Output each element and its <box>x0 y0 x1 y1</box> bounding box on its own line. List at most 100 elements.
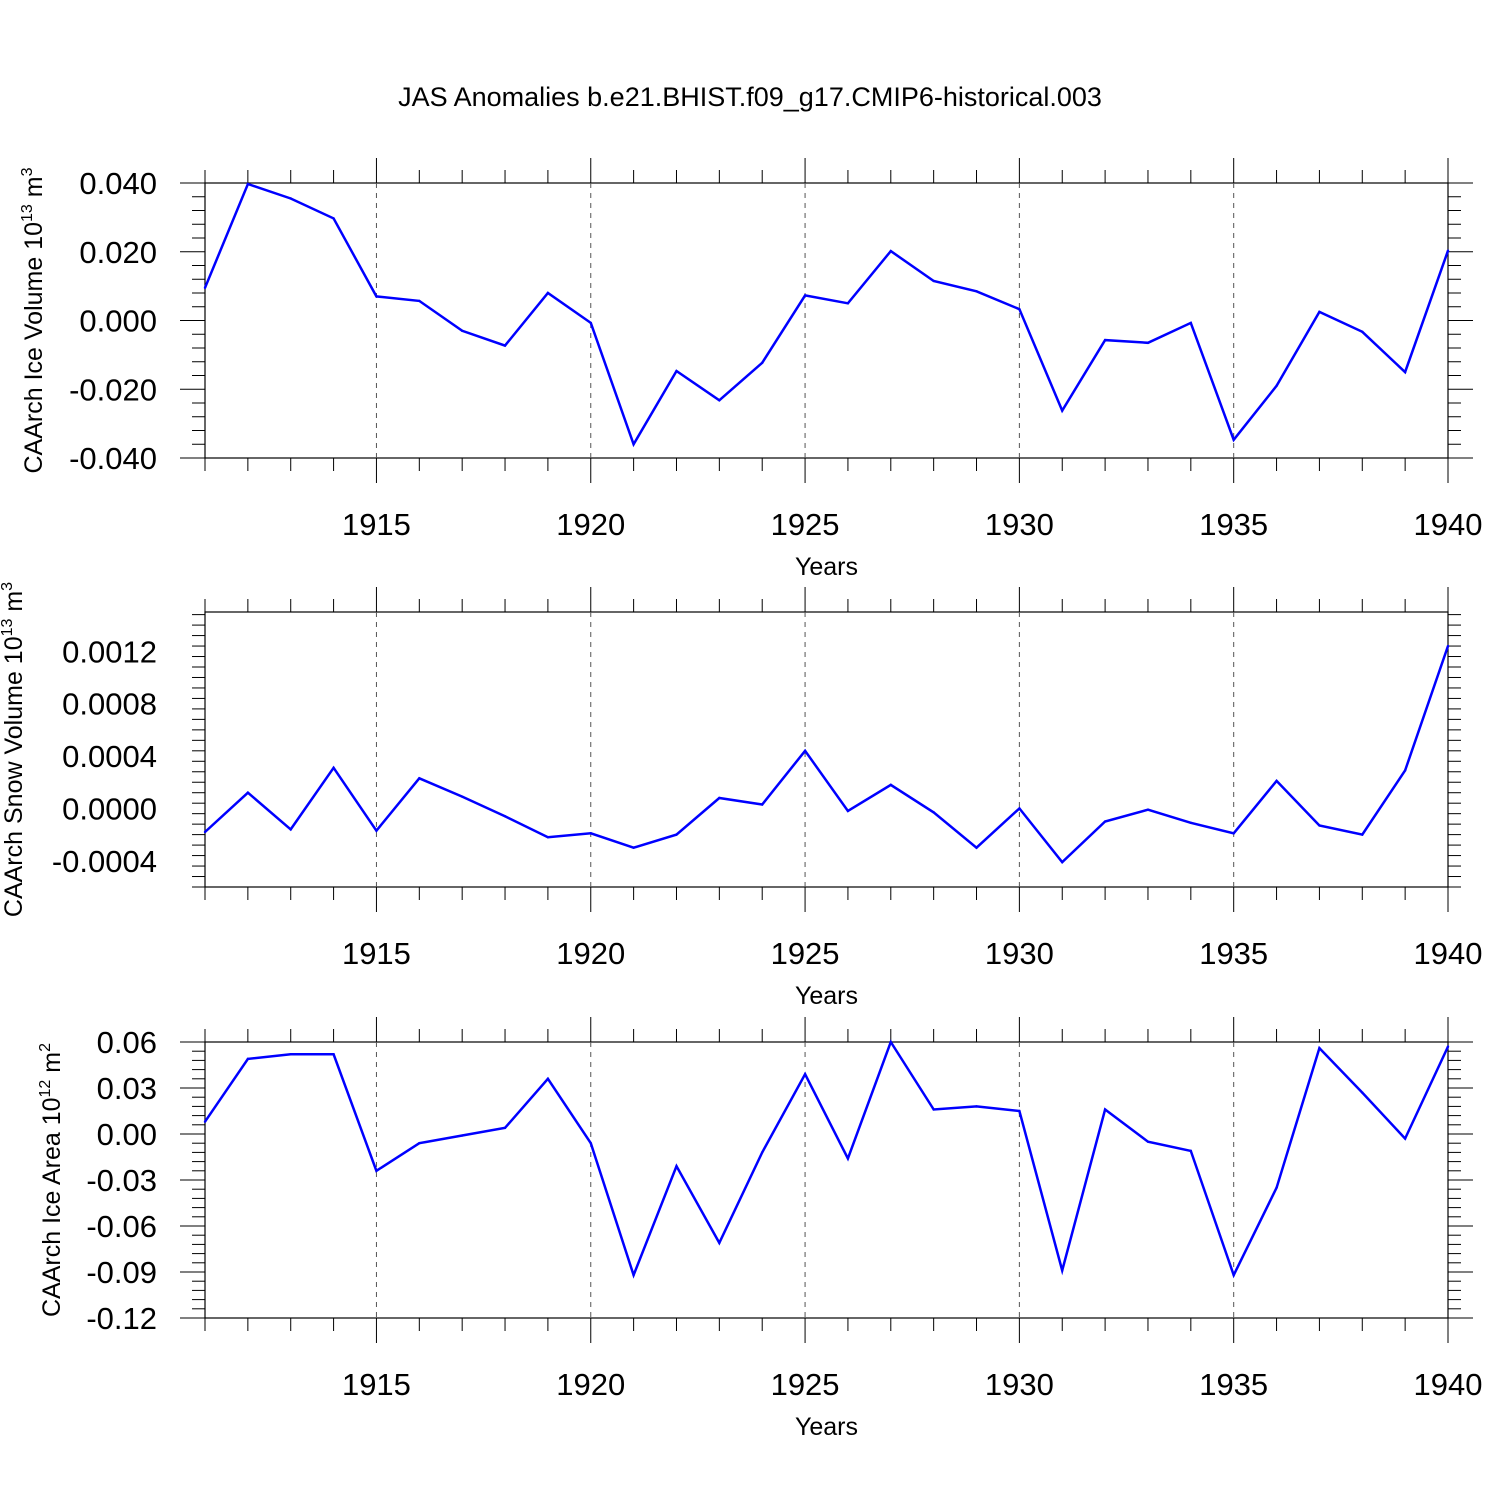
data-point <box>1061 409 1064 412</box>
data-point <box>1103 338 1107 342</box>
data-point <box>289 1053 292 1056</box>
data-point <box>632 1273 635 1277</box>
y-tick-label: -0.03 <box>86 1163 157 1198</box>
data-point <box>932 811 935 814</box>
data-point <box>675 833 678 836</box>
panel-1: 1915 1920 1925 1930 1935 1940 Years 0.040 0.020 0… <box>19 158 1482 581</box>
x-tick-label: 1935 <box>1199 936 1268 971</box>
series-line <box>204 645 1450 864</box>
x-axis-label: Years <box>795 1413 858 1441</box>
data-point <box>418 777 421 780</box>
data-point <box>1318 824 1321 827</box>
y-tick-label: 0.0004 <box>62 739 157 774</box>
x-tick-label: 1925 <box>771 1367 840 1402</box>
data-point <box>546 291 550 295</box>
data-point <box>1318 310 1321 314</box>
y-tick-label: 0.000 <box>79 304 157 339</box>
x-tick-label: 1920 <box>556 1367 625 1402</box>
data-point <box>1061 1269 1064 1272</box>
panel-2: 1915 1920 1925 1930 1935 1940 Years 0.0012 0.000… <box>0 582 1482 1010</box>
data-point <box>1189 1149 1193 1153</box>
data-point <box>889 249 892 253</box>
data-point <box>1318 1046 1321 1050</box>
data-point <box>460 329 464 333</box>
y-tick-label: -0.0004 <box>52 844 157 879</box>
y-tick-label: 0.03 <box>97 1071 157 1106</box>
x-tick-label: 1930 <box>985 1367 1054 1402</box>
x-tick-label: 1920 <box>556 936 625 971</box>
data-point <box>589 321 592 325</box>
y-tick-label: -0.020 <box>69 372 157 407</box>
x-tick-label: 1935 <box>1199 1367 1268 1402</box>
data-point <box>1403 1137 1407 1140</box>
y-tick-label: -0.12 <box>86 1301 157 1336</box>
data-point <box>1146 341 1150 345</box>
data-point <box>718 796 721 800</box>
data-point <box>1361 1091 1364 1094</box>
y-tick-label: 0.020 <box>79 235 157 270</box>
data-point <box>975 1105 978 1108</box>
y-tick-label: 0.00 <box>97 1117 157 1152</box>
x-tick-label: 1930 <box>985 936 1054 971</box>
y-axis-label: CAArch Ice Volume 1013 m3 <box>19 167 48 473</box>
data-point <box>1275 384 1278 388</box>
y-tick-label: -0.06 <box>86 1209 157 1244</box>
data-point <box>718 399 721 402</box>
plot-frame <box>204 611 1449 888</box>
data-point <box>675 1165 678 1168</box>
data-point <box>589 832 592 835</box>
data-point <box>718 1241 721 1245</box>
data-point <box>1146 1140 1150 1143</box>
y-axis-label: CAArch Ice Area 1012 m2 <box>37 1043 66 1317</box>
data-point <box>803 294 807 297</box>
data-point <box>589 1142 592 1145</box>
y-tick-label: -0.09 <box>86 1255 157 1290</box>
y-tick-label: -0.040 <box>69 441 157 476</box>
data-point <box>203 286 207 290</box>
x-tick-label: 1925 <box>771 507 840 542</box>
data-point <box>1146 808 1150 811</box>
plot-frame <box>204 1041 1449 1319</box>
series-line <box>203 182 1450 448</box>
x-tick-label: 1940 <box>1414 507 1483 542</box>
data-point <box>932 1108 935 1111</box>
data-point <box>1403 370 1407 374</box>
data-point <box>203 830 207 834</box>
data-point <box>889 783 892 787</box>
x-axis-label: Years <box>795 553 858 581</box>
series-line <box>203 1039 1450 1279</box>
data-point <box>1232 832 1235 835</box>
data-point <box>803 749 807 753</box>
x-tick-label: 1915 <box>342 1367 411 1402</box>
panel-3: 1915 1920 1925 1930 1935 1940 Years 0.06 0.03 0.0… <box>37 1017 1482 1441</box>
data-point <box>418 299 421 303</box>
data-point <box>1446 249 1450 252</box>
data-point <box>375 295 378 298</box>
data-point <box>975 846 978 849</box>
chart-title: JAS Anomalies b.e21.BHIST.f09_g17.CMIP6-… <box>398 82 1102 112</box>
data-point <box>546 836 550 839</box>
data-point <box>1446 644 1450 648</box>
data-point <box>246 1057 250 1061</box>
data-point <box>889 1040 892 1044</box>
data-point <box>1361 330 1364 334</box>
data-point <box>1018 1109 1021 1113</box>
data-point <box>1018 307 1021 311</box>
x-tick-label: 1920 <box>556 507 625 542</box>
data-point <box>846 809 850 813</box>
data-point <box>289 197 292 200</box>
data-point <box>846 302 850 305</box>
data-point <box>418 1142 421 1145</box>
data-point <box>1232 1273 1235 1277</box>
data-point <box>1275 779 1278 783</box>
data-point <box>289 828 292 831</box>
data-point <box>460 1134 464 1137</box>
data-point <box>332 1053 335 1056</box>
data-point <box>503 1126 507 1130</box>
data-point <box>632 846 635 849</box>
data-point <box>246 791 250 794</box>
x-tick-label: 1925 <box>771 936 840 971</box>
data-point <box>846 1157 850 1160</box>
